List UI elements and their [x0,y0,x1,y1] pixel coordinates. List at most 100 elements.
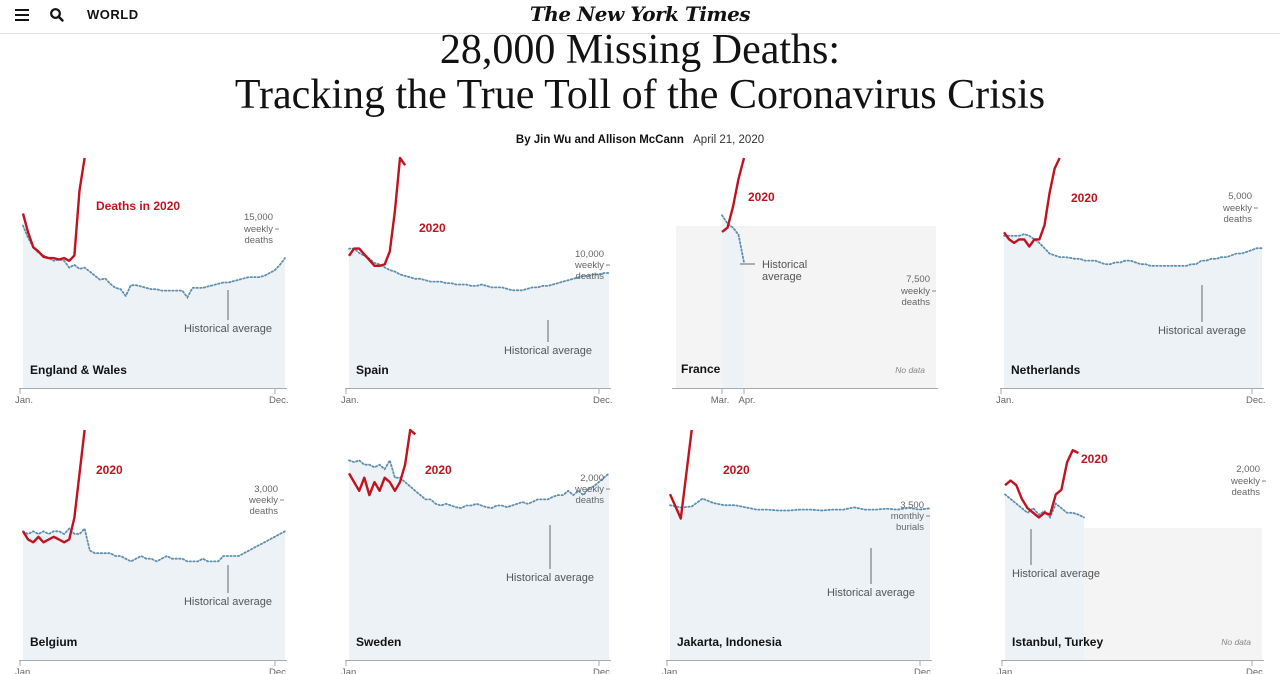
historical-average-line [22,224,286,300]
y-reference-label: weekly [574,260,604,271]
y-reference-label: deaths [901,297,930,308]
country-title: Spain [356,363,389,377]
series-label-2020: 2020 [723,463,750,477]
y-reference-label: deaths [575,495,604,506]
historical-average-line [721,214,745,264]
series-label-2020: 2020 [1081,452,1108,466]
x-tick-label: Jan. [15,667,33,674]
y-reference-label: weekly [1230,476,1260,487]
byline: By Jin Wu and Allison McCann April 21, 2… [0,134,1280,146]
historical-area [1004,234,1262,388]
byline-authors: By Jin Wu and Allison McCann [515,134,684,146]
country-title: England & Wales [30,363,127,377]
y-reference-label: deaths [244,235,273,246]
series-label-2020: 2020 [419,221,446,235]
series-label-2020: 2020 [1071,191,1098,205]
historical-average-annotation: Historical [762,259,807,271]
historical-average-line [1004,493,1085,520]
y-reference-label: 15,000 [244,212,273,223]
y-reference-label: 7,500 [906,274,930,285]
article-headline: 28,000 Missing Deaths: Tracking the True… [0,28,1280,118]
historical-area [1005,494,1084,660]
x-tick-label: Jan. [15,395,33,406]
x-tick-label: Dec. [593,395,613,406]
deaths-2020-line [347,428,417,497]
y-reference-label: burials [896,522,924,533]
y-reference-label: weekly [1222,203,1252,214]
x-tick-label: Dec. [269,667,289,674]
y-reference-label: weekly [574,484,604,495]
historical-area [349,248,609,388]
historical-average-line [1003,233,1263,267]
historical-average-annotation: Historical average [506,572,594,584]
series-label-2020: 2020 [425,463,452,477]
historical-average-annotation: Historical average [1158,325,1246,337]
historical-average-annotation: Historical average [184,596,272,608]
search-icon[interactable] [49,7,65,23]
historical-area [349,460,609,660]
y-reference-label: deaths [249,506,278,517]
historical-area [722,215,744,388]
y-reference-label: weekly [900,286,930,297]
historical-area [23,528,285,660]
x-tick-label: Apr. [739,395,756,406]
deaths-2020-line [21,429,86,544]
x-tick-label: Dec. [1246,395,1266,406]
y-reference-label: deaths [575,271,604,282]
nyt-logo[interactable]: The New York Times [529,2,751,26]
x-tick-label: Jan. [341,667,359,674]
y-reference-label: weekly [243,224,273,235]
country-title: Belgium [30,635,77,649]
country-title: France [681,362,721,376]
deaths-2020-line [348,156,407,267]
deaths-2020-line [721,157,746,233]
menu-icon[interactable] [15,9,29,21]
x-tick-label: Jan. [996,395,1014,406]
y-reference-label: deaths [1223,214,1252,225]
no-data-region [676,226,936,388]
section-link-world[interactable]: WORLD [87,7,139,22]
country-title: Istanbul, Turkey [1012,635,1103,649]
chart-panel: Jan. Dec. Jakarta, Indonesia 2020 3,500month… [662,429,934,674]
y-reference-label: deaths [1231,487,1260,498]
no-data-note: No data [1221,637,1251,647]
deaths-2020-line [1003,157,1061,248]
y-reference-label: 10,000 [575,249,604,260]
headline-line-2: Tracking the True Toll of the Coronaviru… [234,72,1046,118]
x-tick-label: Jan. [341,395,359,406]
historical-average-line [669,497,931,512]
y-reference-label: 3,000 [254,484,278,495]
publish-date: April 21, 2020 [693,134,765,146]
y-reference-label: weekly [248,495,278,506]
historical-average-line [348,247,610,292]
historical-average-line [348,458,610,510]
no-data-note: No data [895,365,925,375]
x-tick-label: Jan. [997,667,1015,674]
x-tick-label: Jan. [662,667,680,674]
historical-average-annotation: Historical average [1012,568,1100,580]
historical-area [23,225,285,388]
country-title: Netherlands [1011,363,1081,377]
top-navigation-bar: WORLD The New York Times [0,0,1280,34]
deaths-2020-line [1004,449,1079,519]
historical-average-annotation: average [762,271,802,283]
headline-line-1: 28,000 Missing Deaths: [439,27,841,73]
x-tick-label: Dec. [593,667,613,674]
historical-area [670,498,930,660]
historical-average-annotation: Historical average [504,345,592,357]
country-title: Jakarta, Indonesia [677,635,782,649]
chart-panel: Jan. Dec. Netherlands 2020 5,000weeklydeaths… [996,157,1266,406]
x-tick-label: Mar. [711,395,729,406]
historical-average-annotation: Historical average [827,587,915,599]
y-reference-label: 2,000 [580,473,604,484]
chart-panel: Jan. Dec. Istanbul, Turkey 2020 2,000weeklyd… [997,449,1266,674]
historical-average-annotation: Historical average [184,323,272,335]
deaths-2020-line [668,429,693,520]
x-tick-label: Dec. [914,667,934,674]
chart-panel: Jan. Dec. England & Wales Deaths in 2020 15,… [15,157,289,406]
deaths-2020-line [21,157,86,262]
